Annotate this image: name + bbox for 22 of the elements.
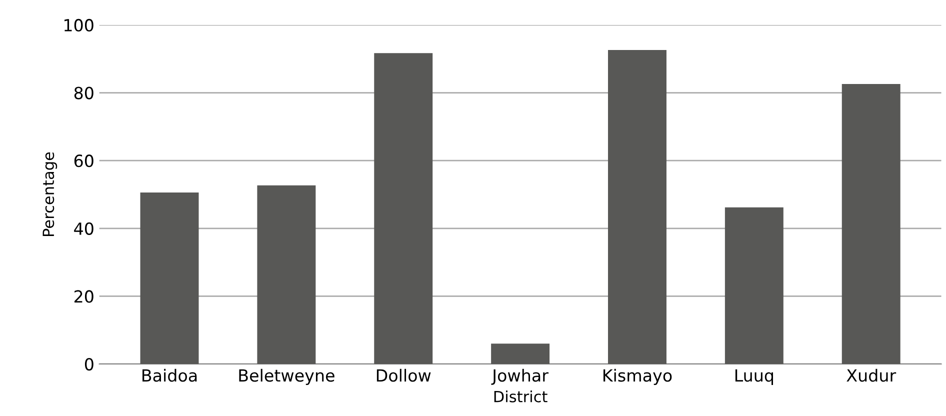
y-tick-label: 20 — [74, 290, 94, 303]
y-tick-label: 60 — [74, 154, 94, 168]
y-tick-label: 0 — [84, 358, 94, 371]
x-tick-label: Luuq — [735, 369, 774, 385]
x-tick-label: Xudur — [846, 368, 896, 382]
bar — [842, 84, 900, 364]
x-tick-label: Baidoa — [142, 368, 197, 382]
y-tick-label: 80 — [74, 86, 94, 100]
x-tick-label: Dollow — [376, 368, 431, 382]
bar — [140, 192, 199, 364]
y-axis-title: Percentage — [42, 152, 58, 236]
x-tick-label: Kismayo — [603, 368, 672, 385]
x-axis-title: District — [494, 390, 548, 402]
bar — [491, 344, 550, 364]
x-tick-label: Jowhar — [491, 368, 548, 385]
bar — [374, 53, 433, 364]
x-tick-label: Beletweyne — [239, 368, 334, 385]
y-tick-label: 100 — [64, 18, 94, 32]
y-tick-label: 40 — [74, 222, 94, 235]
bar — [257, 185, 316, 364]
bar — [724, 207, 784, 364]
bar — [608, 50, 666, 364]
